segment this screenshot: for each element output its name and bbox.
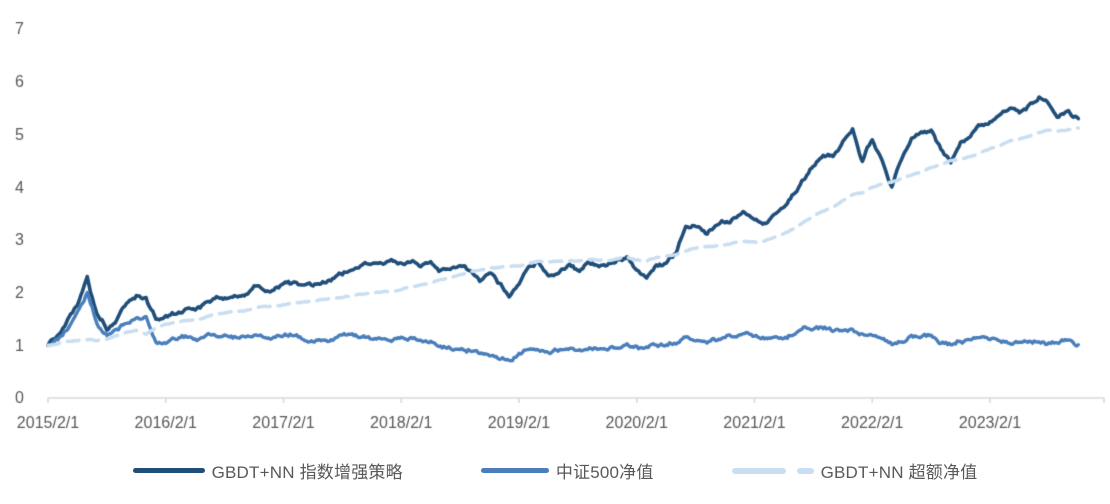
chart-plot-area [0, 0, 1110, 450]
strategy-line-swatch [132, 468, 205, 473]
legend-item-csi500: 中证500净值 [480, 458, 654, 483]
legend-label-csi500: 中证500净值 [555, 463, 654, 482]
legend-label-excess: GBDT+NN 超额净值 [820, 463, 978, 482]
chart-legend: GBDT+NN 指数增强策略 中证500净值 GBDT+NN 超额净值 [0, 450, 1110, 504]
legend-label-strategy: GBDT+NN 指数增强策略 [211, 463, 403, 482]
legend-item-strategy: GBDT+NN 指数增强策略 [132, 458, 403, 483]
excess-line-swatch [731, 467, 814, 474]
legend-item-excess: GBDT+NN 超额净值 [731, 458, 978, 483]
csi500-line-swatch [480, 468, 549, 473]
